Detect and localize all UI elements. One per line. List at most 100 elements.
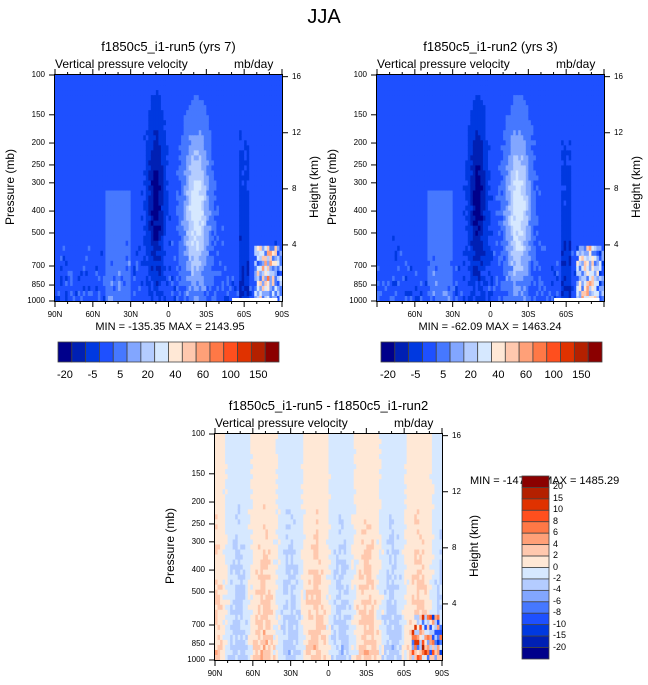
field-cell [229, 210, 233, 217]
field-cell [206, 185, 210, 192]
field-cell [186, 120, 190, 126]
field-cell [70, 265, 74, 272]
field-cell [62, 205, 66, 212]
field-cell [62, 240, 66, 247]
field-cell [419, 145, 423, 151]
colorbar-swatch [237, 341, 252, 363]
field-cell [379, 210, 383, 217]
field-cell [203, 105, 207, 111]
field-cell [241, 105, 245, 111]
field-cell [266, 285, 270, 292]
field-cell [264, 200, 268, 207]
field-cell [145, 235, 149, 242]
field-cell [261, 130, 265, 136]
field-cell [90, 230, 94, 237]
field-cell [191, 80, 195, 86]
field-cell [409, 75, 413, 81]
field-cell [402, 135, 406, 141]
field-cell [95, 235, 99, 242]
field-cell [65, 185, 69, 192]
field-cell [404, 140, 408, 146]
field-cell [145, 130, 149, 136]
field-cell [251, 250, 255, 257]
field-cell [414, 170, 418, 177]
field-cell [203, 280, 207, 287]
field-cell [384, 250, 388, 257]
field-cell [188, 180, 192, 187]
field-cell [120, 235, 124, 242]
field-cell [165, 75, 170, 81]
field-cell [118, 280, 122, 287]
field-cell [130, 220, 134, 227]
field-cell [223, 230, 228, 237]
field-cell [191, 205, 195, 212]
field-cell [120, 185, 124, 192]
field-cell [60, 260, 64, 267]
field-cell [138, 185, 142, 192]
field-cell [379, 145, 383, 151]
field-cell [223, 245, 228, 252]
field-cell [145, 255, 149, 262]
field-cell [417, 290, 421, 297]
field-cell [239, 85, 243, 91]
field-cell [178, 125, 182, 131]
field-cell [414, 275, 418, 282]
field-cell [102, 155, 107, 161]
field-cell [115, 100, 119, 106]
field-cell [107, 240, 112, 247]
field-cell [394, 170, 398, 177]
field-cell [82, 180, 86, 187]
field-cell [150, 160, 154, 166]
field-cell [264, 230, 268, 237]
field-cell [188, 250, 192, 257]
field-cell [77, 260, 81, 267]
field-cell [218, 250, 223, 257]
field-cell [115, 205, 119, 212]
field-cell [211, 255, 215, 262]
field-cell [75, 205, 79, 212]
field-cell [120, 100, 124, 106]
field-cell [246, 235, 250, 242]
field-cell [382, 90, 386, 96]
field-cell [193, 185, 197, 192]
field-cell [223, 195, 228, 202]
field-cell [65, 220, 69, 227]
field-cell [206, 105, 210, 111]
field-cell [67, 190, 71, 197]
field-cell [201, 85, 205, 91]
field-cell [75, 130, 79, 136]
field-cell [65, 130, 69, 136]
field-cell [269, 230, 273, 237]
field-cell [188, 155, 192, 161]
field-cell [402, 155, 406, 161]
field-cell [145, 245, 149, 252]
field-cell [201, 230, 205, 237]
field-cell [269, 115, 273, 121]
field-cell [57, 75, 61, 81]
field-cell [251, 245, 255, 252]
field-cell [379, 275, 383, 282]
field-cell [57, 175, 61, 182]
field-cell [181, 260, 185, 267]
field-cell [107, 105, 112, 111]
field-cell [82, 75, 86, 81]
field-cell [143, 85, 147, 91]
field-cell [120, 255, 124, 262]
field-cell [399, 230, 403, 237]
field-cell [417, 215, 421, 222]
field-cell [208, 135, 212, 141]
field-cell [407, 215, 411, 222]
field-cell [160, 225, 165, 232]
field-cell [231, 265, 235, 272]
field-cell [261, 230, 265, 237]
field-cell [168, 235, 172, 242]
field-cell [57, 220, 61, 227]
field-cell [193, 135, 197, 141]
field-cell [397, 290, 401, 297]
field-cell [67, 235, 71, 242]
field-cell [379, 75, 383, 81]
field-cell [57, 100, 61, 106]
field-cell [92, 125, 96, 131]
field-cell [221, 285, 225, 292]
field-cell [135, 150, 139, 156]
